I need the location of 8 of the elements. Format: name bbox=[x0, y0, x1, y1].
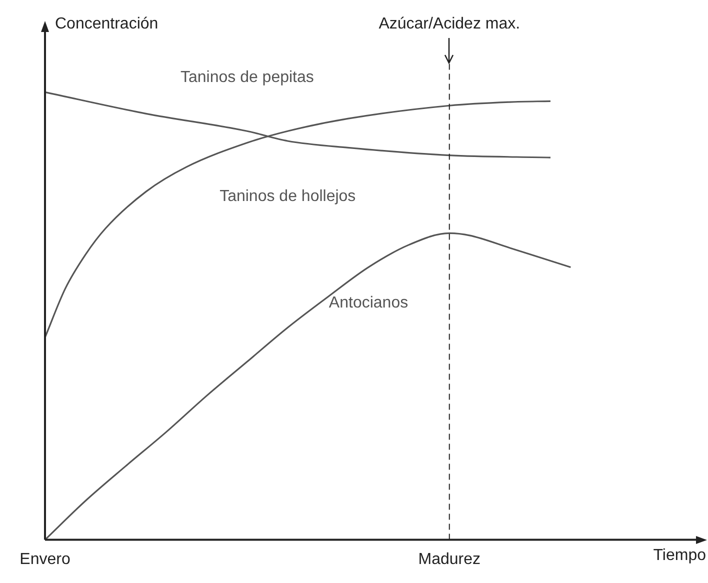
x-axis-title: Tiempo bbox=[653, 547, 706, 564]
y-axis-title: Concentración bbox=[55, 15, 158, 32]
x-tick-label: Envero bbox=[20, 550, 70, 568]
text: Taninos de hollejos bbox=[220, 188, 356, 205]
x-tick-label: Madurez bbox=[418, 550, 480, 568]
series-label: Antocianos bbox=[328, 294, 408, 312]
text: Taninos de pepitas bbox=[180, 68, 314, 86]
ref-line-label: Azúcar/Acidez max. bbox=[378, 15, 520, 32]
